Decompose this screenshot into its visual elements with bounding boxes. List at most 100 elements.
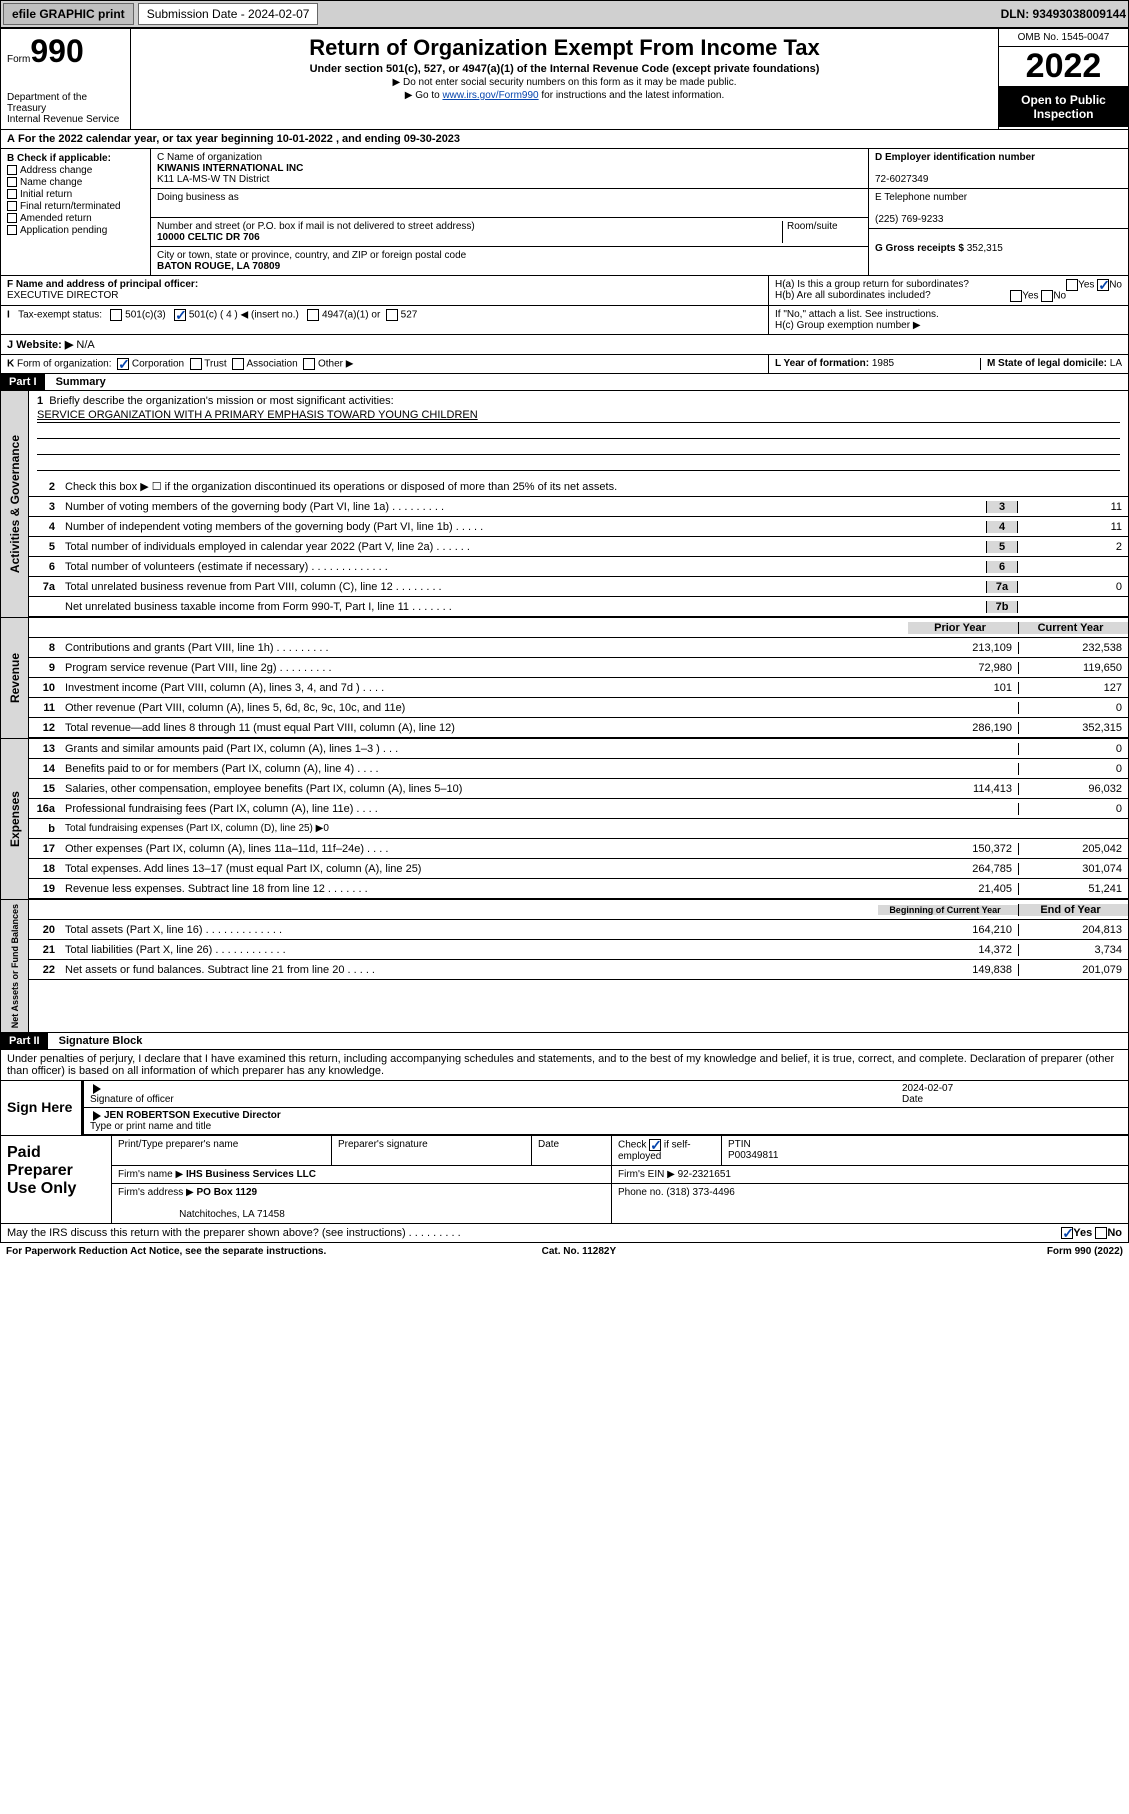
submission-date: Submission Date - 2024-02-07 xyxy=(138,3,319,25)
form-number: 990 xyxy=(30,33,83,69)
gross-receipts: 352,315 xyxy=(967,243,1003,254)
topbar: efile GRAPHIC print Submission Date - 20… xyxy=(0,0,1129,28)
efile-btn[interactable]: efile GRAPHIC print xyxy=(3,3,134,25)
part-ii-label: Part II xyxy=(1,1033,48,1049)
sign-date: 2024-02-07 xyxy=(902,1083,953,1094)
527-checkbox[interactable] xyxy=(386,309,398,321)
section-j: J Website: ▶ N/A xyxy=(0,335,1129,355)
paid-preparer: Paid Preparer Use Only Print/Type prepar… xyxy=(0,1136,1129,1224)
arrow-icon xyxy=(93,1084,101,1094)
discuss-no-checkbox[interactable] xyxy=(1095,1227,1107,1239)
irs-link[interactable]: www.irs.gov/Form990 xyxy=(442,90,538,101)
exp-sidelabel: Expenses xyxy=(6,787,24,851)
website-label: J Website: ▶ xyxy=(7,339,73,351)
address-change-checkbox[interactable] xyxy=(7,165,17,175)
group-exemption-label: H(c) Group exemption number ▶ xyxy=(775,320,1122,331)
gov-sidelabel: Activities & Governance xyxy=(6,431,24,577)
line-1-num: 1 xyxy=(37,395,43,407)
name-change-label: Name change xyxy=(20,177,82,188)
org-name: KIWANIS INTERNATIONAL INC xyxy=(157,163,303,174)
trust-checkbox[interactable] xyxy=(190,358,202,370)
room-suite-label: Room/suite xyxy=(782,221,862,243)
initial-return-checkbox[interactable] xyxy=(7,189,17,199)
assoc-label: Association xyxy=(247,359,298,370)
department: Department of the Treasury Internal Reve… xyxy=(7,92,124,125)
attach-list-note: If "No," attach a list. See instructions… xyxy=(775,309,1122,320)
application-pending-label: Application pending xyxy=(20,225,107,236)
activities-governance: Activities & Governance 1 Briefly descri… xyxy=(0,391,1129,618)
527-label: 527 xyxy=(401,310,418,321)
discuss-text: May the IRS discuss this return with the… xyxy=(7,1227,461,1239)
subs-included-label: H(b) Are all subordinates included? xyxy=(775,290,931,301)
paperwork-notice: For Paperwork Reduction Act Notice, see … xyxy=(6,1246,326,1257)
discuss-yes-checkbox[interactable] xyxy=(1061,1227,1073,1239)
firm-name-label: Firm's name ▶ xyxy=(118,1169,183,1180)
section-k-m: K Form of organization: Corporation Trus… xyxy=(0,355,1129,374)
domicile-label: M State of legal domicile: xyxy=(987,358,1107,369)
ha-no-checkbox[interactable] xyxy=(1097,279,1109,291)
4947-checkbox[interactable] xyxy=(307,309,319,321)
subtitle-1: Under section 501(c), 527, or 4947(a)(1)… xyxy=(135,63,994,75)
trust-label: Trust xyxy=(204,359,226,370)
penalty-text: Under penalties of perjury, I declare th… xyxy=(0,1050,1129,1081)
501c-label: 501(c) ( 4 ) ◀ (insert no.) xyxy=(189,310,299,321)
other-checkbox[interactable] xyxy=(303,358,315,370)
ptin-label: PTIN xyxy=(728,1139,751,1150)
assoc-checkbox[interactable] xyxy=(232,358,244,370)
name-type-label: Type or print name and title xyxy=(90,1121,211,1132)
goto-post: for instructions and the latest informat… xyxy=(539,90,725,101)
self-employed-checkbox[interactable] xyxy=(649,1139,661,1151)
paid-preparer-label: Paid Preparer Use Only xyxy=(1,1136,111,1223)
rev-sidelabel: Revenue xyxy=(6,649,24,707)
final-return-checkbox[interactable] xyxy=(7,201,17,211)
501c3-checkbox[interactable] xyxy=(110,309,122,321)
city: BATON ROUGE, LA 70809 xyxy=(157,261,280,272)
address: 10000 CELTIC DR 706 xyxy=(157,232,260,243)
open-inspection: Open to Public Inspection xyxy=(999,87,1128,127)
other-label: Other ▶ xyxy=(318,359,353,370)
expenses-section: Expenses 13Grants and similar amounts pa… xyxy=(0,739,1129,900)
part-i-title: Summary xyxy=(48,374,114,390)
dln: DLN: 93493038009144 xyxy=(1001,7,1126,21)
ptin: P00349811 xyxy=(728,1150,778,1161)
part-i-label: Part I xyxy=(1,374,45,390)
city-label: City or town, state or province, country… xyxy=(157,250,466,261)
form-990-ref: 990 xyxy=(1075,1246,1092,1257)
hb-no-checkbox[interactable] xyxy=(1041,290,1053,302)
website: N/A xyxy=(76,339,94,351)
revenue-section: Revenue Prior YearCurrent Year 8Contribu… xyxy=(0,618,1129,739)
phone: (225) 769-9233 xyxy=(875,214,943,225)
501c3-label: 501(c)(3) xyxy=(125,310,166,321)
domicile: LA xyxy=(1110,358,1122,369)
omb-number: OMB No. 1545-0047 xyxy=(999,29,1128,47)
officer-name: EXECUTIVE DIRECTOR xyxy=(7,290,119,301)
firm-phone: (318) 373-4496 xyxy=(666,1187,734,1198)
hb-yes-checkbox[interactable] xyxy=(1010,290,1022,302)
form-header: Form990 Department of the Treasury Inter… xyxy=(0,28,1129,130)
form-ref: Form xyxy=(1047,1246,1075,1257)
application-pending-checkbox[interactable] xyxy=(7,225,17,235)
firm-name: IHS Business Services LLC xyxy=(186,1169,316,1180)
ha-yes-checkbox[interactable] xyxy=(1066,279,1078,291)
group-return-label: H(a) Is this a group return for subordin… xyxy=(775,279,969,290)
corp-checkbox[interactable] xyxy=(117,358,129,370)
mission: SERVICE ORGANIZATION WITH A PRIMARY EMPH… xyxy=(37,409,478,421)
4947-label: 4947(a)(1) or xyxy=(322,310,380,321)
year-formation: 1985 xyxy=(872,358,894,369)
officer-label: F Name and address of principal officer: xyxy=(7,279,198,290)
501c-checkbox[interactable] xyxy=(174,309,186,321)
subtitle-2: ▶ Do not enter social security numbers o… xyxy=(135,77,994,88)
check-applicable-label: B Check if applicable: xyxy=(7,153,144,164)
name-change-checkbox[interactable] xyxy=(7,177,17,187)
end-year-header: End of Year xyxy=(1018,904,1128,916)
self-employed-label: Check xyxy=(618,1140,649,1151)
section-a: A For the 2022 calendar year, or tax yea… xyxy=(0,130,1129,149)
discuss-row: May the IRS discuss this return with the… xyxy=(0,1224,1129,1243)
sign-here-label: Sign Here xyxy=(1,1081,81,1135)
amended-return-checkbox[interactable] xyxy=(7,213,17,223)
net-sidelabel: Net Assets or Fund Balances xyxy=(8,900,22,1032)
address-label: Number and street (or P.O. box if mail i… xyxy=(157,221,475,232)
date-label: Date xyxy=(902,1094,923,1105)
sign-here: Sign Here Signature of officer2024-02-07… xyxy=(0,1081,1129,1136)
gross-receipts-label: G Gross receipts $ xyxy=(875,243,964,254)
